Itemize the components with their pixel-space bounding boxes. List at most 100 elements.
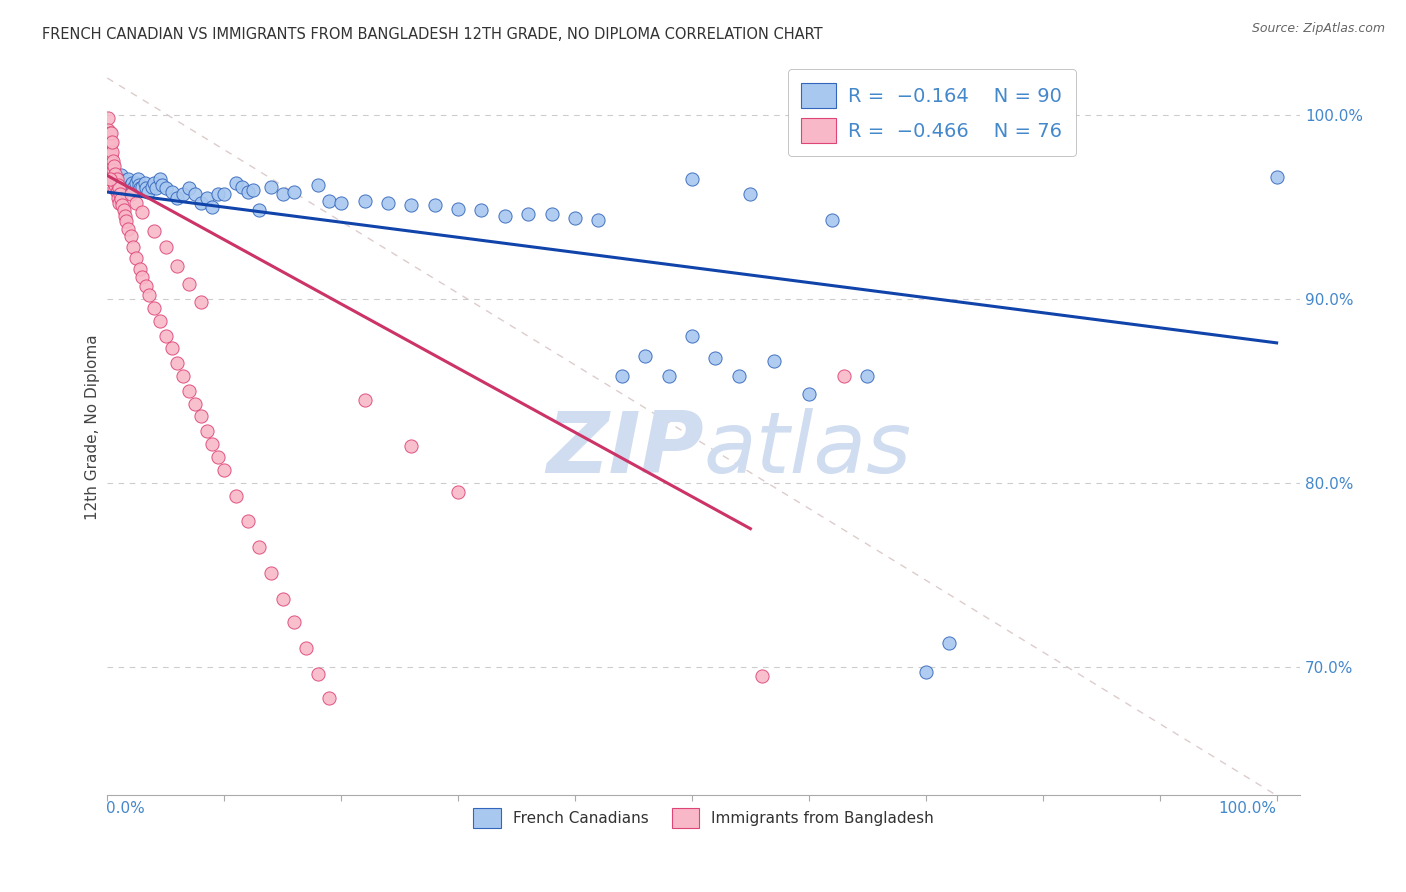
Point: [120, 178, 142, 192]
Point: [125, 196, 148, 211]
Point: [135, 278, 157, 293]
Point: [377, 196, 399, 211]
Point: [136, 185, 159, 199]
Point: [120, 229, 142, 244]
Point: [681, 328, 703, 343]
Point: [588, 212, 610, 227]
Point: [423, 198, 446, 212]
Point: [103, 181, 125, 195]
Point: [155, 240, 177, 254]
Point: [105, 172, 128, 186]
Point: [98, 167, 121, 181]
Y-axis label: 12th Grade, No Diploma: 12th Grade, No Diploma: [86, 334, 100, 520]
Point: [190, 295, 212, 310]
Point: [103, 172, 125, 186]
Point: [100, 157, 122, 171]
Point: [155, 328, 177, 343]
Point: [172, 369, 194, 384]
Text: Source: ZipAtlas.com: Source: ZipAtlas.com: [1251, 22, 1385, 36]
Point: [318, 194, 340, 209]
Point: [111, 174, 134, 188]
Point: [160, 342, 183, 356]
Point: [657, 369, 679, 384]
Point: [190, 409, 212, 424]
Point: [131, 179, 153, 194]
Point: [447, 484, 470, 499]
Point: [129, 262, 152, 277]
Point: [104, 178, 127, 192]
Point: [564, 211, 586, 225]
Point: [122, 181, 145, 195]
Point: [125, 252, 148, 266]
Point: [225, 489, 247, 503]
Text: ZIP: ZIP: [546, 408, 703, 491]
Point: [134, 176, 156, 190]
Point: [190, 196, 212, 211]
Point: [1265, 170, 1288, 185]
Point: [271, 591, 294, 606]
Point: [118, 181, 141, 195]
Point: [101, 145, 124, 159]
Point: [131, 205, 153, 219]
Point: [98, 150, 121, 164]
Point: [247, 203, 270, 218]
Point: [108, 196, 131, 211]
Point: [101, 174, 124, 188]
Point: [149, 172, 172, 186]
Point: [353, 392, 375, 407]
Point: [100, 159, 122, 173]
Point: [172, 186, 194, 201]
Text: atlas: atlas: [703, 408, 911, 491]
Point: [98, 126, 121, 140]
Point: [101, 167, 124, 181]
Point: [105, 185, 128, 199]
Point: [401, 198, 423, 212]
Point: [117, 222, 139, 236]
Point: [610, 369, 633, 384]
Point: [108, 179, 131, 194]
Point: [101, 155, 124, 169]
Point: [104, 169, 127, 183]
Point: [112, 178, 135, 192]
Point: [225, 176, 247, 190]
Point: [318, 690, 340, 705]
Point: [97, 122, 120, 136]
Point: [104, 167, 127, 181]
Point: [111, 198, 134, 212]
Point: [184, 396, 207, 410]
Point: [330, 196, 353, 211]
Point: [540, 207, 562, 221]
Point: [143, 224, 166, 238]
Point: [295, 641, 318, 656]
Point: [110, 169, 132, 183]
Point: [101, 165, 124, 179]
Point: [166, 259, 188, 273]
Point: [107, 176, 129, 190]
Point: [108, 172, 131, 186]
Point: [307, 667, 329, 681]
Point: [100, 136, 122, 150]
Point: [195, 424, 218, 438]
Point: [247, 540, 270, 554]
Point: [681, 172, 703, 186]
Point: [114, 209, 136, 223]
Point: [97, 112, 120, 126]
Point: [242, 183, 264, 197]
Point: [914, 665, 936, 680]
Point: [494, 209, 516, 223]
Point: [121, 176, 143, 190]
Point: [160, 185, 183, 199]
Point: [201, 437, 224, 451]
Point: [401, 439, 423, 453]
Point: [129, 181, 152, 195]
Point: [108, 176, 131, 190]
Point: [353, 194, 375, 209]
Point: [114, 176, 136, 190]
Point: [149, 314, 172, 328]
Point: [207, 186, 229, 201]
Point: [110, 179, 132, 194]
Point: [938, 636, 960, 650]
Point: [128, 178, 150, 192]
Text: 0.0%: 0.0%: [105, 801, 145, 816]
Point: [100, 126, 122, 140]
